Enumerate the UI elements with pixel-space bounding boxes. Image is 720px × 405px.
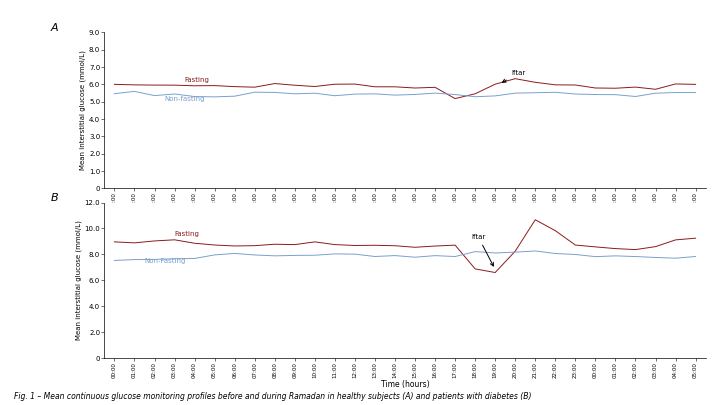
Text: B: B: [50, 193, 58, 203]
Text: Non-Fasting: Non-Fasting: [145, 258, 186, 264]
Text: Fasting: Fasting: [184, 77, 210, 83]
Text: Iftar: Iftar: [471, 234, 493, 266]
X-axis label: Time (hours): Time (hours): [381, 380, 429, 389]
Text: Fig. 1 – Mean continuous glucose monitoring profiles before and during Ramadan i: Fig. 1 – Mean continuous glucose monitor…: [14, 392, 532, 401]
Text: Non-fasting: Non-fasting: [164, 96, 205, 102]
Y-axis label: Mean interstitial glucose (mmol/L): Mean interstitial glucose (mmol/L): [80, 51, 86, 170]
Text: Iftar: Iftar: [503, 70, 526, 82]
Y-axis label: Mean interstitial glucose (mmol/L): Mean interstitial glucose (mmol/L): [75, 221, 81, 340]
Text: Fasting: Fasting: [174, 230, 199, 237]
Text: A: A: [50, 23, 58, 33]
